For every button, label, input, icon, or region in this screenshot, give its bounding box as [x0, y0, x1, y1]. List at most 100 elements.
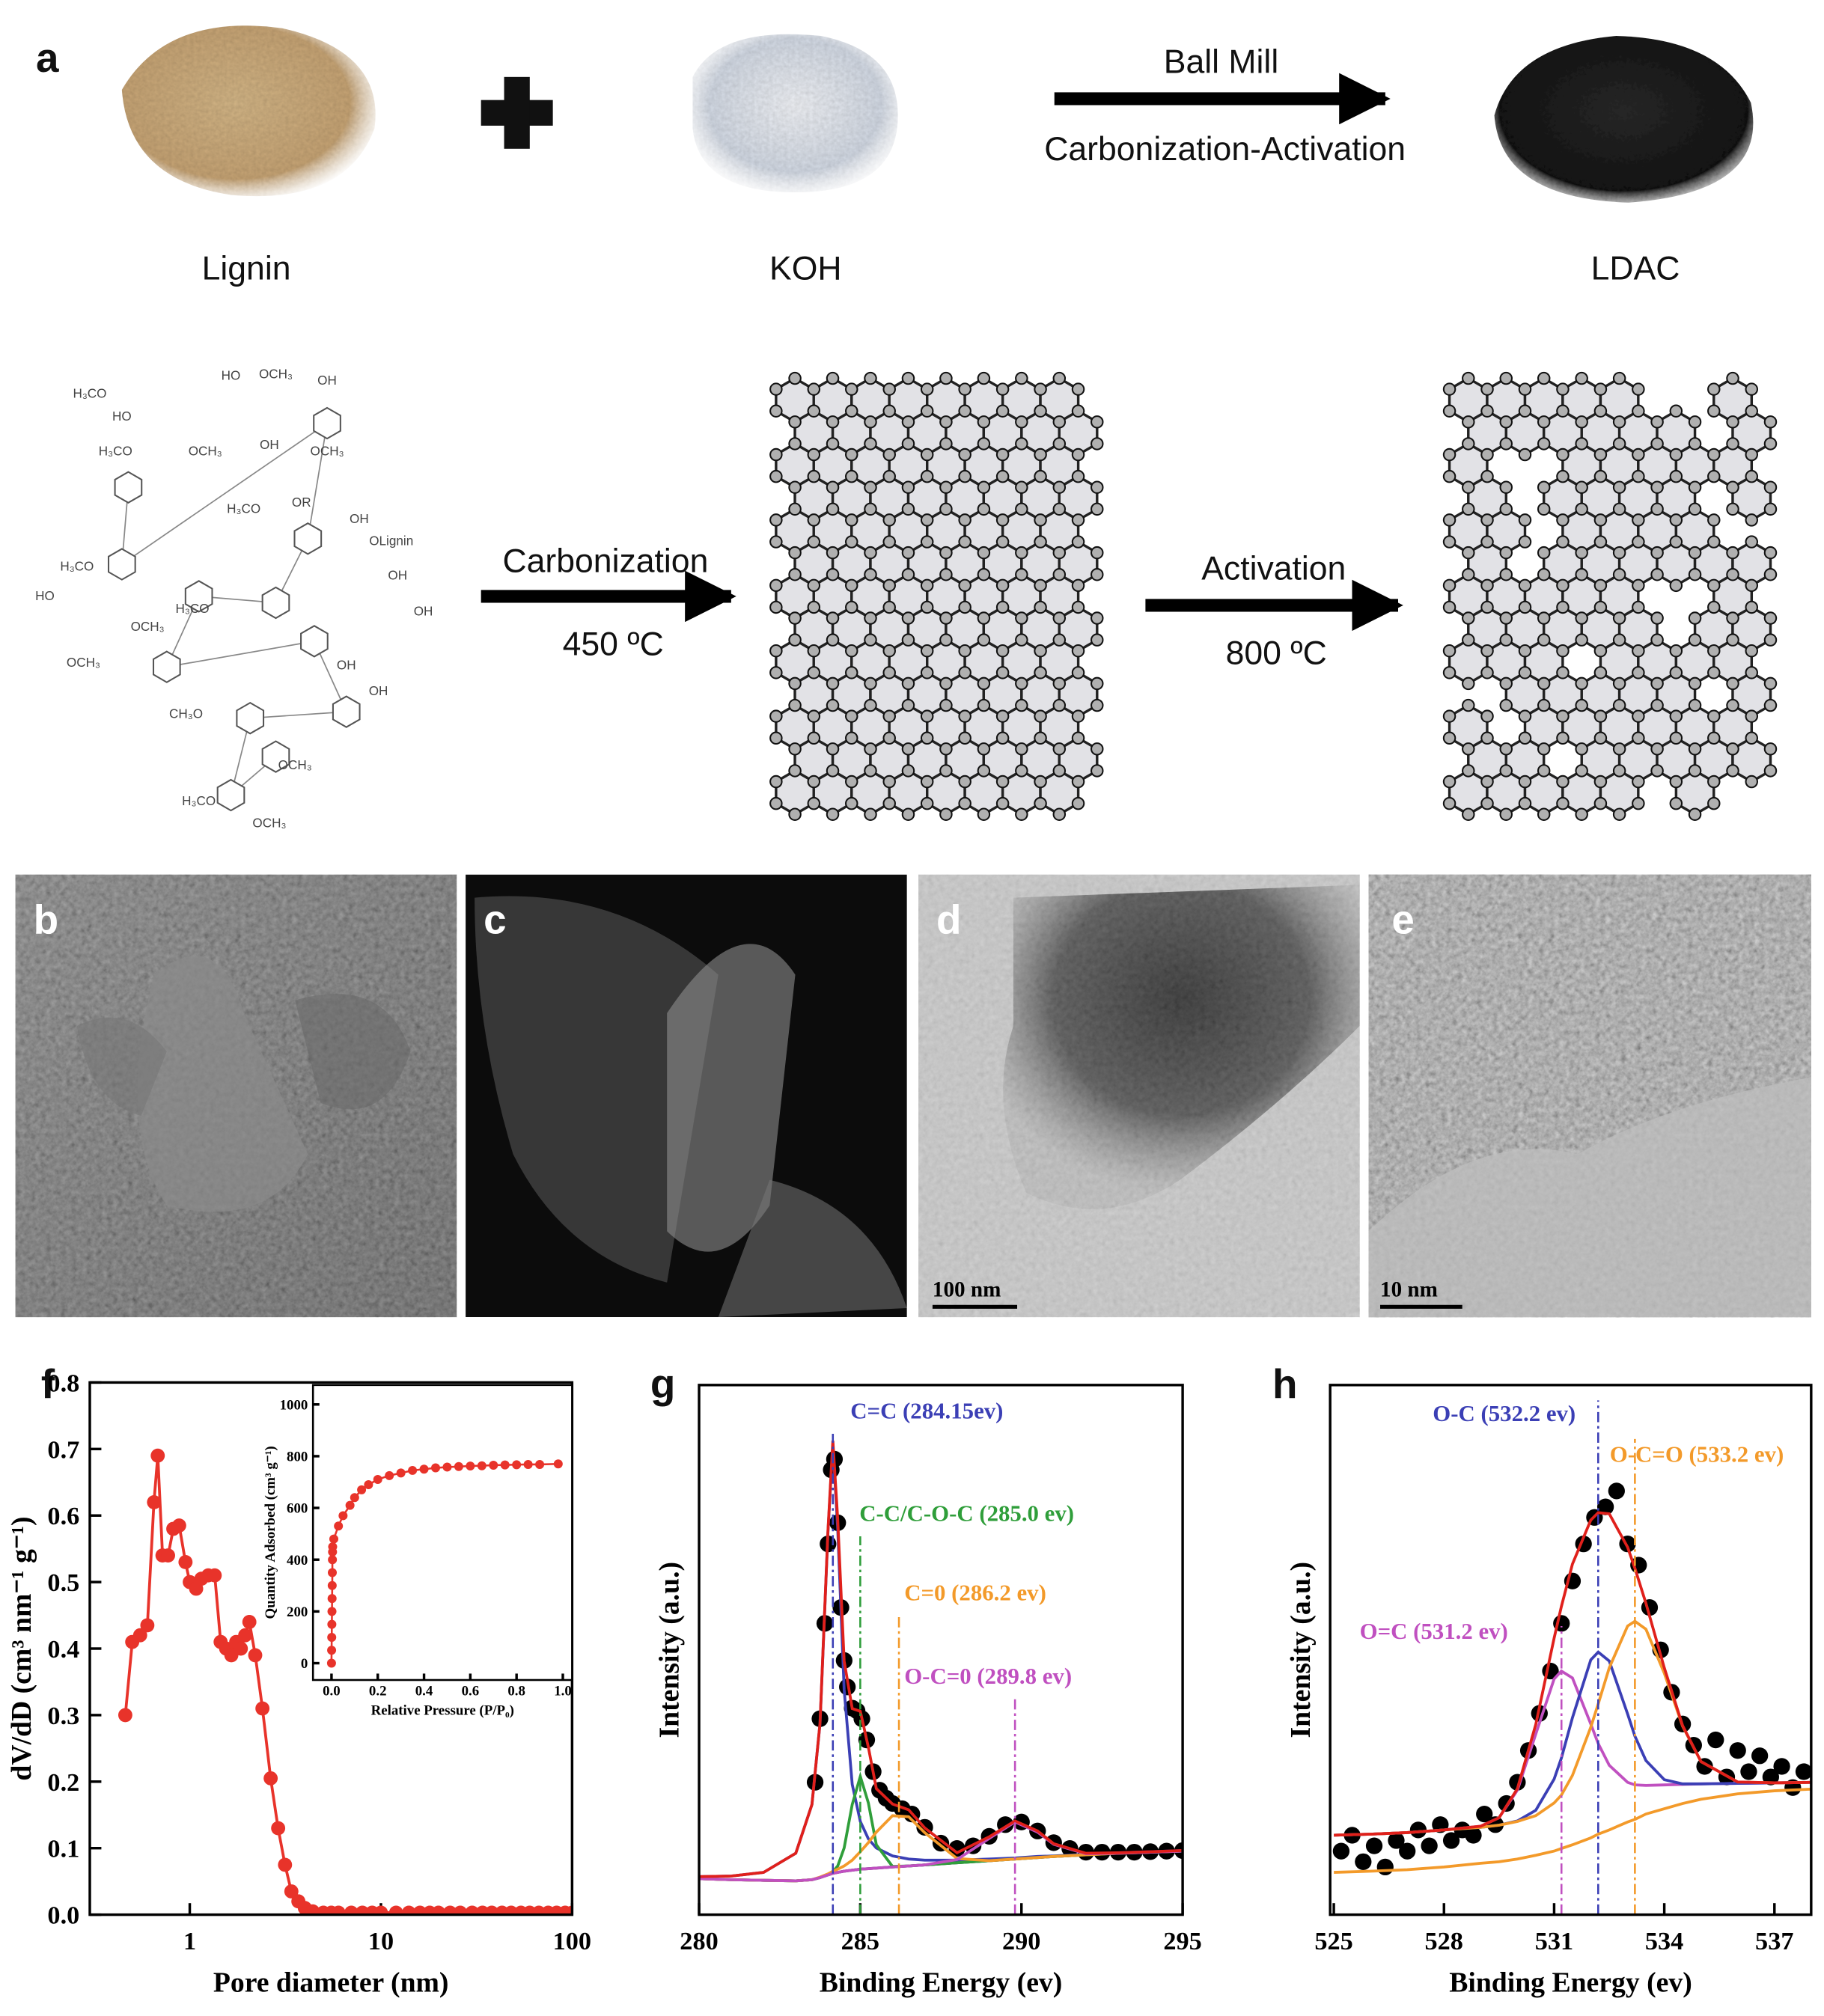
chart: 0.0 0.2 0.4 0.6 0.8 1.0 0 200 400 600 800 1000 Relat… [263, 1384, 573, 1718]
ring [261, 740, 290, 773]
atom [1556, 535, 1570, 549]
atom [1015, 371, 1028, 385]
atom [939, 807, 953, 821]
x-tick-label: 1 [183, 1927, 196, 1955]
chart: 1 10 100 0.0 0.1 0.2 0.3 0.4 0.5 0.6 0.7 0.8 Pore di… [6, 1369, 591, 1998]
atom [769, 731, 783, 745]
data-point [385, 1470, 394, 1480]
data-point [328, 1542, 338, 1551]
atom [769, 775, 783, 789]
atom [769, 535, 783, 549]
atom [939, 764, 953, 778]
koh-photo [692, 34, 898, 193]
plot-frame [1329, 1384, 1813, 1916]
atom [1071, 578, 1085, 593]
atom [1462, 371, 1475, 385]
x-tick-label: 0.4 [415, 1684, 433, 1699]
atom [1518, 448, 1532, 462]
atom [1688, 568, 1702, 581]
atom [826, 437, 840, 450]
group-label: OCH₃ [67, 655, 100, 670]
atom [1052, 676, 1067, 691]
data-point [326, 1658, 336, 1668]
atom [1707, 644, 1721, 658]
atom [1518, 796, 1532, 810]
atom [1518, 535, 1532, 549]
plot-frame [311, 1384, 573, 1681]
atom [1612, 546, 1626, 560]
atom [1726, 546, 1739, 560]
group-label: OCH₃ [311, 443, 344, 458]
atom [1726, 502, 1739, 516]
hexagon [812, 769, 853, 816]
data-point [328, 1555, 338, 1565]
data-point [1795, 1763, 1811, 1780]
x-tick-label: 531 [1535, 1927, 1573, 1955]
atom [977, 742, 991, 756]
atom [1612, 676, 1626, 691]
atom [1034, 448, 1047, 462]
atom [864, 764, 877, 778]
atom [1034, 644, 1047, 658]
atom [1632, 709, 1645, 723]
atom [1537, 371, 1551, 385]
data-point [350, 1493, 359, 1503]
atom [1707, 796, 1721, 810]
atom [1480, 578, 1494, 593]
atom [1763, 698, 1778, 712]
atom [1071, 469, 1085, 483]
atom [1015, 764, 1028, 778]
data-point [1399, 1842, 1416, 1860]
atom [1726, 698, 1739, 712]
atom [1593, 600, 1608, 614]
atom [788, 698, 802, 712]
atom [1480, 775, 1494, 789]
atom [1499, 698, 1513, 712]
atom [1034, 709, 1047, 723]
atom [1763, 546, 1778, 560]
atom [1052, 633, 1067, 647]
y-tick-label: 0.7 [47, 1435, 79, 1464]
atom [1071, 666, 1085, 679]
data-point [345, 1500, 355, 1510]
data-point [419, 1464, 429, 1474]
x-tick-label: 0.8 [507, 1684, 525, 1699]
atom [1593, 469, 1608, 483]
atom [1518, 666, 1532, 679]
atom [1632, 796, 1645, 810]
atom [1707, 775, 1721, 789]
atom [845, 796, 858, 810]
data-point [150, 1448, 165, 1463]
atom [1575, 764, 1588, 778]
group-label: H₃CO [182, 793, 216, 808]
atom [1669, 448, 1683, 462]
atom [958, 644, 972, 658]
atom [995, 535, 1010, 549]
y-axis-title: Quantity Adsorbed (cm³ g⁻¹) [263, 1446, 278, 1619]
atom [1052, 371, 1067, 385]
data-point [147, 1495, 162, 1509]
atom [1612, 611, 1626, 625]
atom [1034, 578, 1047, 593]
atom [1442, 382, 1457, 396]
atom [1669, 644, 1683, 658]
atom [1688, 415, 1702, 429]
atom [1650, 633, 1664, 647]
atom [901, 764, 915, 778]
atom [1462, 502, 1475, 516]
series-line [699, 1771, 1183, 1883]
atom [864, 676, 877, 691]
x-tick-label: 1.0 [554, 1684, 572, 1699]
atom [845, 600, 858, 614]
atom [958, 382, 972, 396]
atom [864, 480, 877, 494]
atom [1632, 578, 1645, 593]
ring [152, 650, 181, 683]
atom [958, 731, 972, 745]
data-point [327, 1632, 337, 1642]
atom [901, 633, 915, 647]
arrow-label: 800 ºC [1226, 635, 1327, 672]
atom [1071, 600, 1085, 614]
atom [1034, 382, 1047, 396]
group-label: HO [35, 588, 55, 603]
